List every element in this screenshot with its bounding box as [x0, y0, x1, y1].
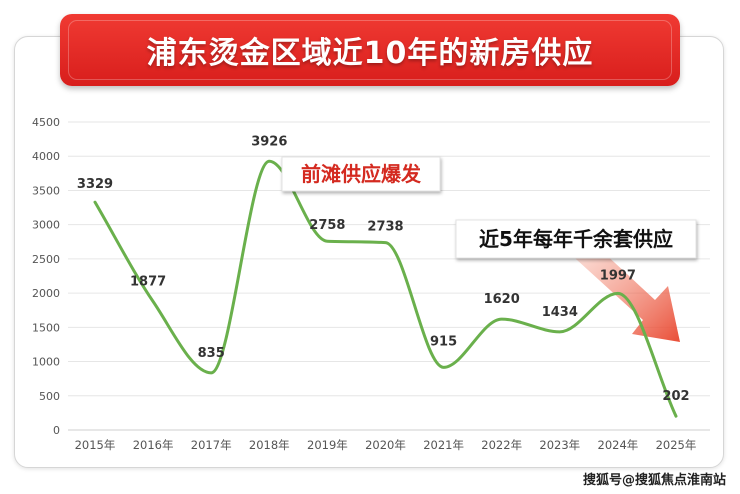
data-label: 1877 — [130, 275, 166, 290]
y-tick-label: 1500 — [32, 321, 60, 334]
y-tick-label: 3500 — [32, 184, 60, 197]
title-banner: 浦东烫金区域近10年的新房供应 — [60, 14, 680, 86]
x-tick-label: 2023年 — [539, 438, 580, 452]
y-tick-label: 3000 — [32, 219, 60, 232]
x-tick-label: 2025年 — [656, 438, 697, 452]
x-tick-label: 2022年 — [481, 438, 522, 452]
y-tick-label: 500 — [39, 390, 60, 403]
data-label: 202 — [662, 389, 689, 404]
y-tick-label: 4500 — [32, 116, 60, 129]
banner-border — [68, 20, 672, 80]
y-tick-label: 4000 — [32, 150, 60, 163]
data-label: 2758 — [309, 218, 345, 233]
x-tick-label: 2016年 — [133, 438, 174, 452]
peak-annotation-text: 前滩供应爆发 — [301, 162, 422, 186]
y-tick-label: 0 — [53, 424, 60, 437]
data-label: 2738 — [367, 220, 403, 235]
trend-annotation — [455, 219, 697, 259]
y-tick-label: 1000 — [32, 356, 60, 369]
chart-title: 浦东烫金区域近10年的新房供应 — [146, 36, 594, 71]
x-axis-ticks: 2015年 2016年 2017年 2018年 2019年 2020年 2021年 2022年… — [75, 438, 697, 452]
series-line-supply — [93, 159, 678, 418]
x-tick-label: 2017年 — [191, 438, 232, 452]
y-tick-label: 2500 — [32, 253, 60, 266]
data-labels: 3329 1877 835 3926 2758 2738 915 1620 1434 1997 20… — [77, 134, 690, 404]
x-tick-label: 2015年 — [75, 438, 116, 452]
peak-annotation — [281, 156, 441, 192]
x-tick-label: 2019年 — [307, 438, 348, 452]
data-label: 1620 — [484, 292, 520, 307]
data-label: 835 — [198, 346, 225, 361]
data-label: 915 — [430, 334, 457, 349]
data-label: 1997 — [600, 268, 636, 283]
x-tick-label: 2021年 — [423, 438, 464, 452]
y-axis-ticks: 0 500 1000 1500 2000 2500 3000 3500 4000 4500 — [32, 116, 60, 437]
x-tick-label: 2018年 — [249, 438, 290, 452]
data-label: 3926 — [251, 134, 287, 149]
data-label: 1434 — [542, 305, 578, 320]
trend-annotation-text: 近5年每年千余套供应 — [479, 227, 673, 251]
y-tick-label: 2000 — [32, 287, 60, 300]
x-tick-label: 2020年 — [365, 438, 406, 452]
watermark: 搜狐号@搜狐焦点淮南站 — [582, 473, 726, 488]
data-label: 3329 — [77, 177, 113, 192]
x-tick-label: 2024年 — [598, 438, 639, 452]
